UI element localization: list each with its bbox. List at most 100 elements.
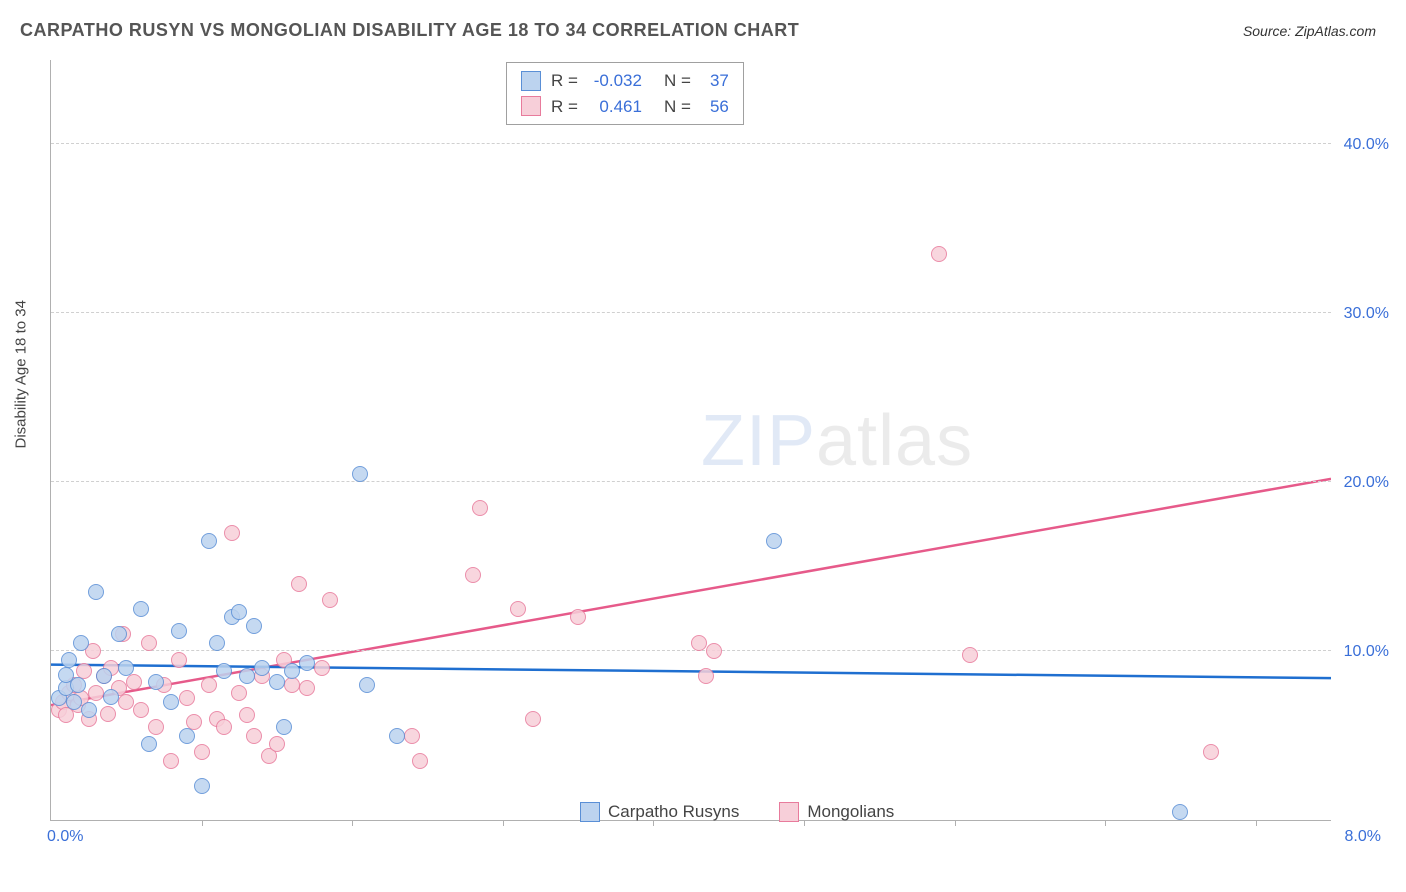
point-blue: [88, 584, 104, 600]
point-pink: [194, 744, 210, 760]
point-pink: [691, 635, 707, 651]
legend-swatch-blue-icon: [580, 802, 600, 822]
point-pink: [148, 719, 164, 735]
point-pink: [525, 711, 541, 727]
swatch-pink-icon: [521, 96, 541, 116]
stats-row-2: R = 0.461 N = 56: [521, 94, 729, 120]
point-blue: [209, 635, 225, 651]
point-pink: [100, 706, 116, 722]
point-pink: [216, 719, 232, 735]
point-pink: [179, 690, 195, 706]
point-blue: [299, 655, 315, 671]
point-blue: [141, 736, 157, 752]
n-value-2: 56: [701, 94, 729, 120]
y-tick-label: 40.0%: [1344, 136, 1389, 154]
point-pink: [931, 246, 947, 262]
point-blue: [70, 677, 86, 693]
x-tick-left: 0.0%: [47, 828, 83, 846]
legend-item-1: Carpatho Rusyns: [580, 802, 739, 822]
point-blue: [389, 728, 405, 744]
point-pink: [224, 525, 240, 541]
point-blue: [201, 533, 217, 549]
point-blue: [96, 668, 112, 684]
point-blue: [766, 533, 782, 549]
point-pink: [472, 500, 488, 516]
gridline: [51, 143, 1331, 144]
legend-label-2: Mongolians: [807, 802, 894, 822]
scatter-plot: Disability Age 18 to 34 ZIPatlas R = -0.…: [50, 60, 1331, 821]
point-blue: [179, 728, 195, 744]
point-blue: [276, 719, 292, 735]
legend-item-2: Mongolians: [779, 802, 894, 822]
y-tick-label: 30.0%: [1344, 305, 1389, 323]
stats-box: R = -0.032 N = 37 R = 0.461 N = 56: [506, 62, 744, 125]
legend: Carpatho Rusyns Mongolians: [580, 802, 894, 822]
point-pink: [314, 660, 330, 676]
legend-swatch-pink-icon: [779, 802, 799, 822]
point-pink: [141, 635, 157, 651]
point-pink: [126, 674, 142, 690]
x-tick: [202, 820, 203, 826]
point-pink: [510, 601, 526, 617]
point-pink: [118, 694, 134, 710]
point-blue: [111, 626, 127, 642]
point-blue: [118, 660, 134, 676]
point-blue: [231, 604, 247, 620]
point-blue: [148, 674, 164, 690]
point-blue: [284, 663, 300, 679]
trend-lines: [51, 60, 1331, 820]
point-blue: [61, 652, 77, 668]
x-tick: [955, 820, 956, 826]
point-blue: [103, 689, 119, 705]
swatch-blue-icon: [521, 71, 541, 91]
point-blue: [133, 601, 149, 617]
legend-label-1: Carpatho Rusyns: [608, 802, 739, 822]
watermark-zip: ZIP: [701, 401, 816, 481]
watermark: ZIPatlas: [701, 400, 973, 482]
point-blue: [246, 618, 262, 634]
gridline: [51, 481, 1331, 482]
point-pink: [231, 685, 247, 701]
y-tick-label: 10.0%: [1344, 643, 1389, 661]
point-pink: [133, 702, 149, 718]
point-pink: [1203, 744, 1219, 760]
stats-row-1: R = -0.032 N = 37: [521, 68, 729, 94]
point-pink: [269, 736, 285, 752]
point-pink: [163, 753, 179, 769]
y-tick-label: 20.0%: [1344, 474, 1389, 492]
point-pink: [239, 707, 255, 723]
point-blue: [163, 694, 179, 710]
point-pink: [962, 647, 978, 663]
point-blue: [254, 660, 270, 676]
point-blue: [81, 702, 97, 718]
point-pink: [698, 668, 714, 684]
point-blue: [269, 674, 285, 690]
chart-title: CARPATHO RUSYN VS MONGOLIAN DISABILITY A…: [20, 20, 799, 41]
point-blue: [352, 466, 368, 482]
point-blue: [66, 694, 82, 710]
point-pink: [465, 567, 481, 583]
x-tick-right: 8.0%: [1345, 828, 1381, 846]
point-pink: [246, 728, 262, 744]
point-pink: [88, 685, 104, 701]
y-axis-label: Disability Age 18 to 34: [13, 300, 30, 448]
n-label-1: N =: [664, 68, 691, 94]
point-pink: [171, 652, 187, 668]
point-pink: [412, 753, 428, 769]
watermark-atlas: atlas: [816, 401, 973, 481]
x-tick: [1105, 820, 1106, 826]
point-blue: [216, 663, 232, 679]
point-pink: [570, 609, 586, 625]
x-tick: [1256, 820, 1257, 826]
r-label-1: R =: [551, 68, 578, 94]
point-blue: [194, 778, 210, 794]
point-pink: [201, 677, 217, 693]
x-tick: [503, 820, 504, 826]
gridline: [51, 650, 1331, 651]
n-value-1: 37: [701, 68, 729, 94]
r-value-2: 0.461: [588, 94, 642, 120]
n-label-2: N =: [664, 94, 691, 120]
point-pink: [404, 728, 420, 744]
x-tick: [352, 820, 353, 826]
chart-area: Disability Age 18 to 34 ZIPatlas R = -0.…: [50, 60, 1370, 820]
